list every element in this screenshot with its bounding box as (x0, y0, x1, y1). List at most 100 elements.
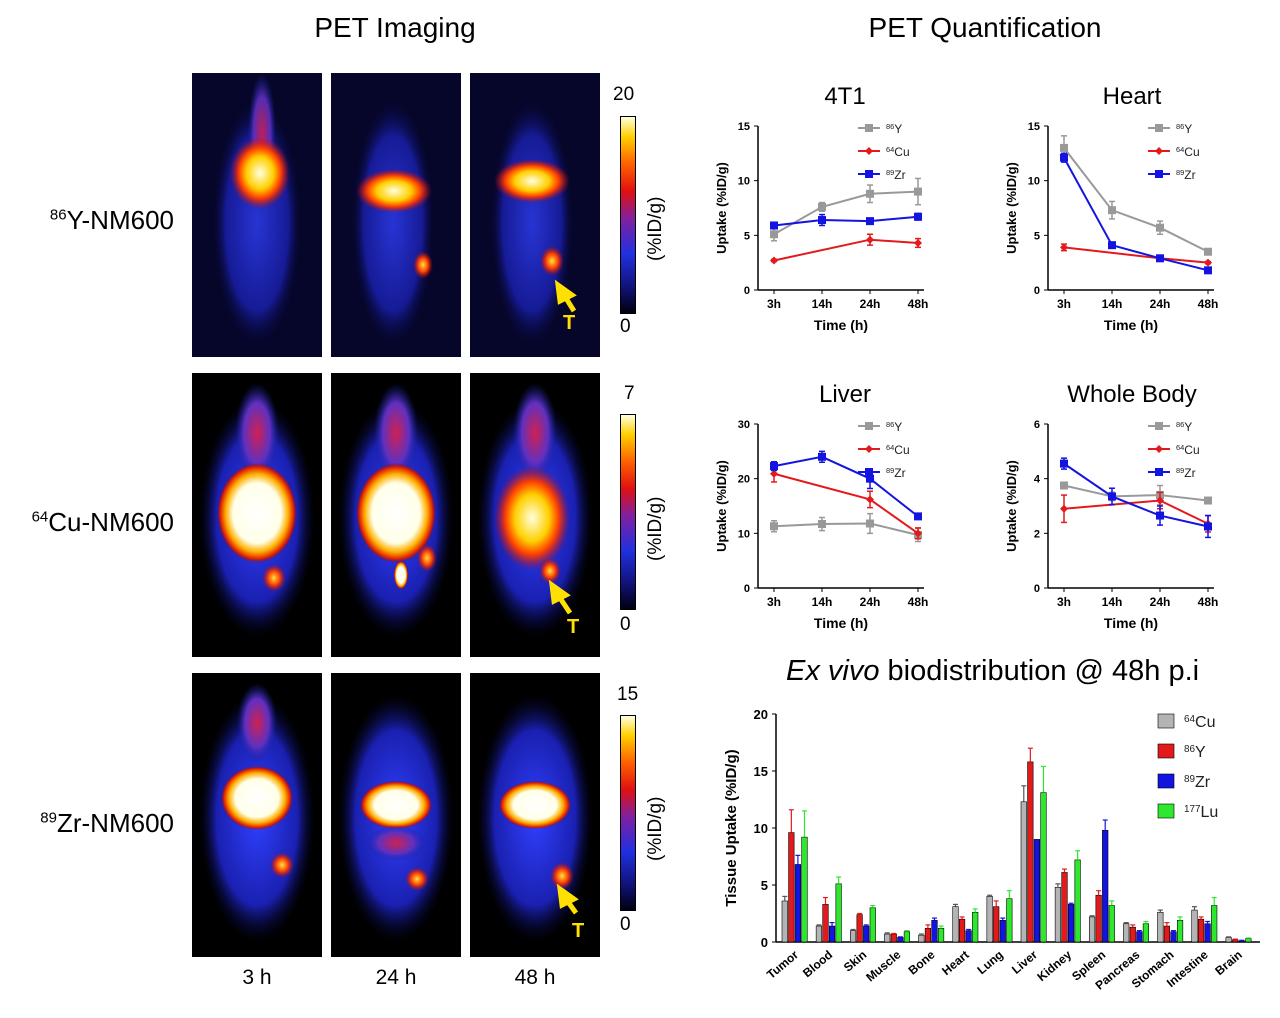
bar-64Cu (952, 906, 959, 943)
line-chart-1: Heart 0 5 10 15 3h 14h 24h 48h Time (h) Uptake (%I… (1004, 83, 1218, 333)
bar-64Cu (1225, 937, 1232, 943)
scale-max-cu64: 7 (624, 383, 635, 404)
bar-64Cu (884, 933, 891, 943)
pet-image-cu64-24h (331, 373, 461, 657)
time-label-3h: 3 h (242, 966, 272, 989)
legend-label-86Y: 86Y (886, 420, 902, 435)
pet-quantification-title: PET Quantification (868, 12, 1102, 43)
bar-86Y (1129, 926, 1136, 943)
data-point-86Y (914, 187, 922, 196)
y-tick-label: 5 (744, 230, 750, 242)
scale-max-zr89: 15 (617, 684, 639, 705)
bar-64Cu (1123, 923, 1130, 943)
legend-label-89Zr: 89Zr (1176, 466, 1196, 481)
bar-64Cu (1157, 912, 1164, 943)
legend-marker (1155, 170, 1163, 178)
data-point-64Cu (770, 256, 778, 265)
y-tick-label: 0 (744, 583, 750, 595)
bar-177Lu (1040, 792, 1047, 943)
series-line-89Zr (773, 215, 919, 227)
scale-min-zr89: 0 (620, 914, 631, 935)
pet-image-y86-24h (331, 73, 461, 357)
legend-label-86Y: 86Y (1176, 122, 1192, 137)
legend-label-64Cu: 64Cu (1184, 714, 1215, 732)
series-line-64Cu (1063, 246, 1209, 264)
bar-177Lu (972, 912, 979, 943)
bar-177Lu (869, 907, 876, 943)
series-line-86Y (773, 190, 919, 236)
x-tick-label: 14h (1102, 595, 1123, 609)
y-tick-label: 0 (1034, 285, 1040, 297)
data-point-89Zr (1060, 153, 1068, 162)
series-line-86Y (1063, 484, 1209, 502)
chart-title: Whole Body (1067, 381, 1196, 408)
pet-image-cu64-3h (192, 373, 322, 657)
chart-title: 4T1 (824, 83, 865, 110)
bar-177Lu (1074, 859, 1081, 943)
data-point-64Cu (770, 469, 778, 478)
bar-86Y (1163, 925, 1171, 943)
legend-marker (1155, 422, 1163, 430)
bar-89Zr (931, 920, 938, 943)
legend-swatch (1157, 803, 1175, 819)
bar-64Cu (1191, 909, 1198, 943)
bar-89Zr (828, 925, 836, 943)
bar-177Lu (1142, 923, 1149, 943)
category-label: Brain (1212, 948, 1245, 978)
bar-177Lu (1245, 938, 1252, 943)
legend-swatch (1157, 713, 1175, 729)
y-tick-label: 4 (1034, 474, 1041, 486)
data-point-64Cu (914, 529, 922, 538)
scale-min-y86: 0 (620, 316, 631, 337)
legend-marker (865, 445, 873, 453)
x-tick-label: 48h (1198, 595, 1219, 609)
bar-89Zr (1170, 931, 1177, 943)
y-axis-label: Uptake (%ID/g) (714, 162, 729, 254)
x-tick-label: 24h (1150, 297, 1171, 311)
row-label-cu64: 64Cu-NM600 (31, 507, 174, 537)
y-tick-label: 15 (754, 764, 768, 779)
scale-max-y86: 20 (613, 84, 635, 105)
data-point-86Y (1204, 247, 1212, 256)
category-label: Muscle (863, 947, 903, 984)
x-tick-label: 48h (908, 297, 929, 311)
data-point-86Y (770, 230, 778, 239)
data-point-89Zr (914, 212, 922, 221)
x-axis-label: Time (h) (1104, 317, 1158, 333)
legend-marker (1155, 147, 1163, 155)
data-point-86Y (818, 202, 826, 211)
bar-89Zr (794, 864, 801, 943)
y-tick-label: 10 (738, 176, 750, 188)
pet-image-y86-3h (192, 73, 322, 357)
pet-imaging-title: PET Imaging (314, 12, 476, 43)
pet-image-zr89-3h (192, 673, 322, 957)
y-tick-label: 20 (738, 474, 750, 486)
legend-marker (1155, 468, 1163, 476)
data-point-89Zr (1108, 241, 1116, 250)
x-axis-label: Time (h) (1104, 615, 1158, 631)
data-point-64Cu (866, 495, 874, 504)
bar-89Zr (1204, 923, 1211, 943)
x-tick-label: 48h (908, 595, 929, 609)
y-tick-label: 10 (1028, 176, 1040, 188)
data-point-86Y (1060, 481, 1068, 490)
data-point-86Y (1204, 496, 1212, 505)
scale-unit-cu64: (%ID/g) (645, 496, 666, 561)
tumor-marker-3: T (572, 920, 585, 942)
legend-label-86Y: 86Y (886, 122, 902, 137)
x-tick-label: 3h (1057, 297, 1071, 311)
data-point-89Zr (1060, 459, 1068, 468)
tumor-marker-2: T (567, 616, 580, 638)
quantification-charts: 4T1 0 5 10 15 3h 14h 24h 48h Time (h) Uptake (%ID/… (714, 83, 1260, 993)
legend-label-89Zr: 89Zr (886, 466, 906, 481)
bar-64Cu (1088, 916, 1096, 943)
bar-86Y (1197, 918, 1205, 943)
bar-86Y (890, 933, 897, 943)
chart-title: Heart (1103, 83, 1162, 110)
series-line-89Zr (1063, 462, 1209, 528)
time-label-48h: 48 h (514, 966, 556, 989)
data-point-89Zr (1156, 511, 1164, 520)
y-tick-label: 0 (761, 935, 768, 950)
data-point-86Y (1060, 143, 1068, 152)
bar-89Zr (965, 930, 972, 943)
